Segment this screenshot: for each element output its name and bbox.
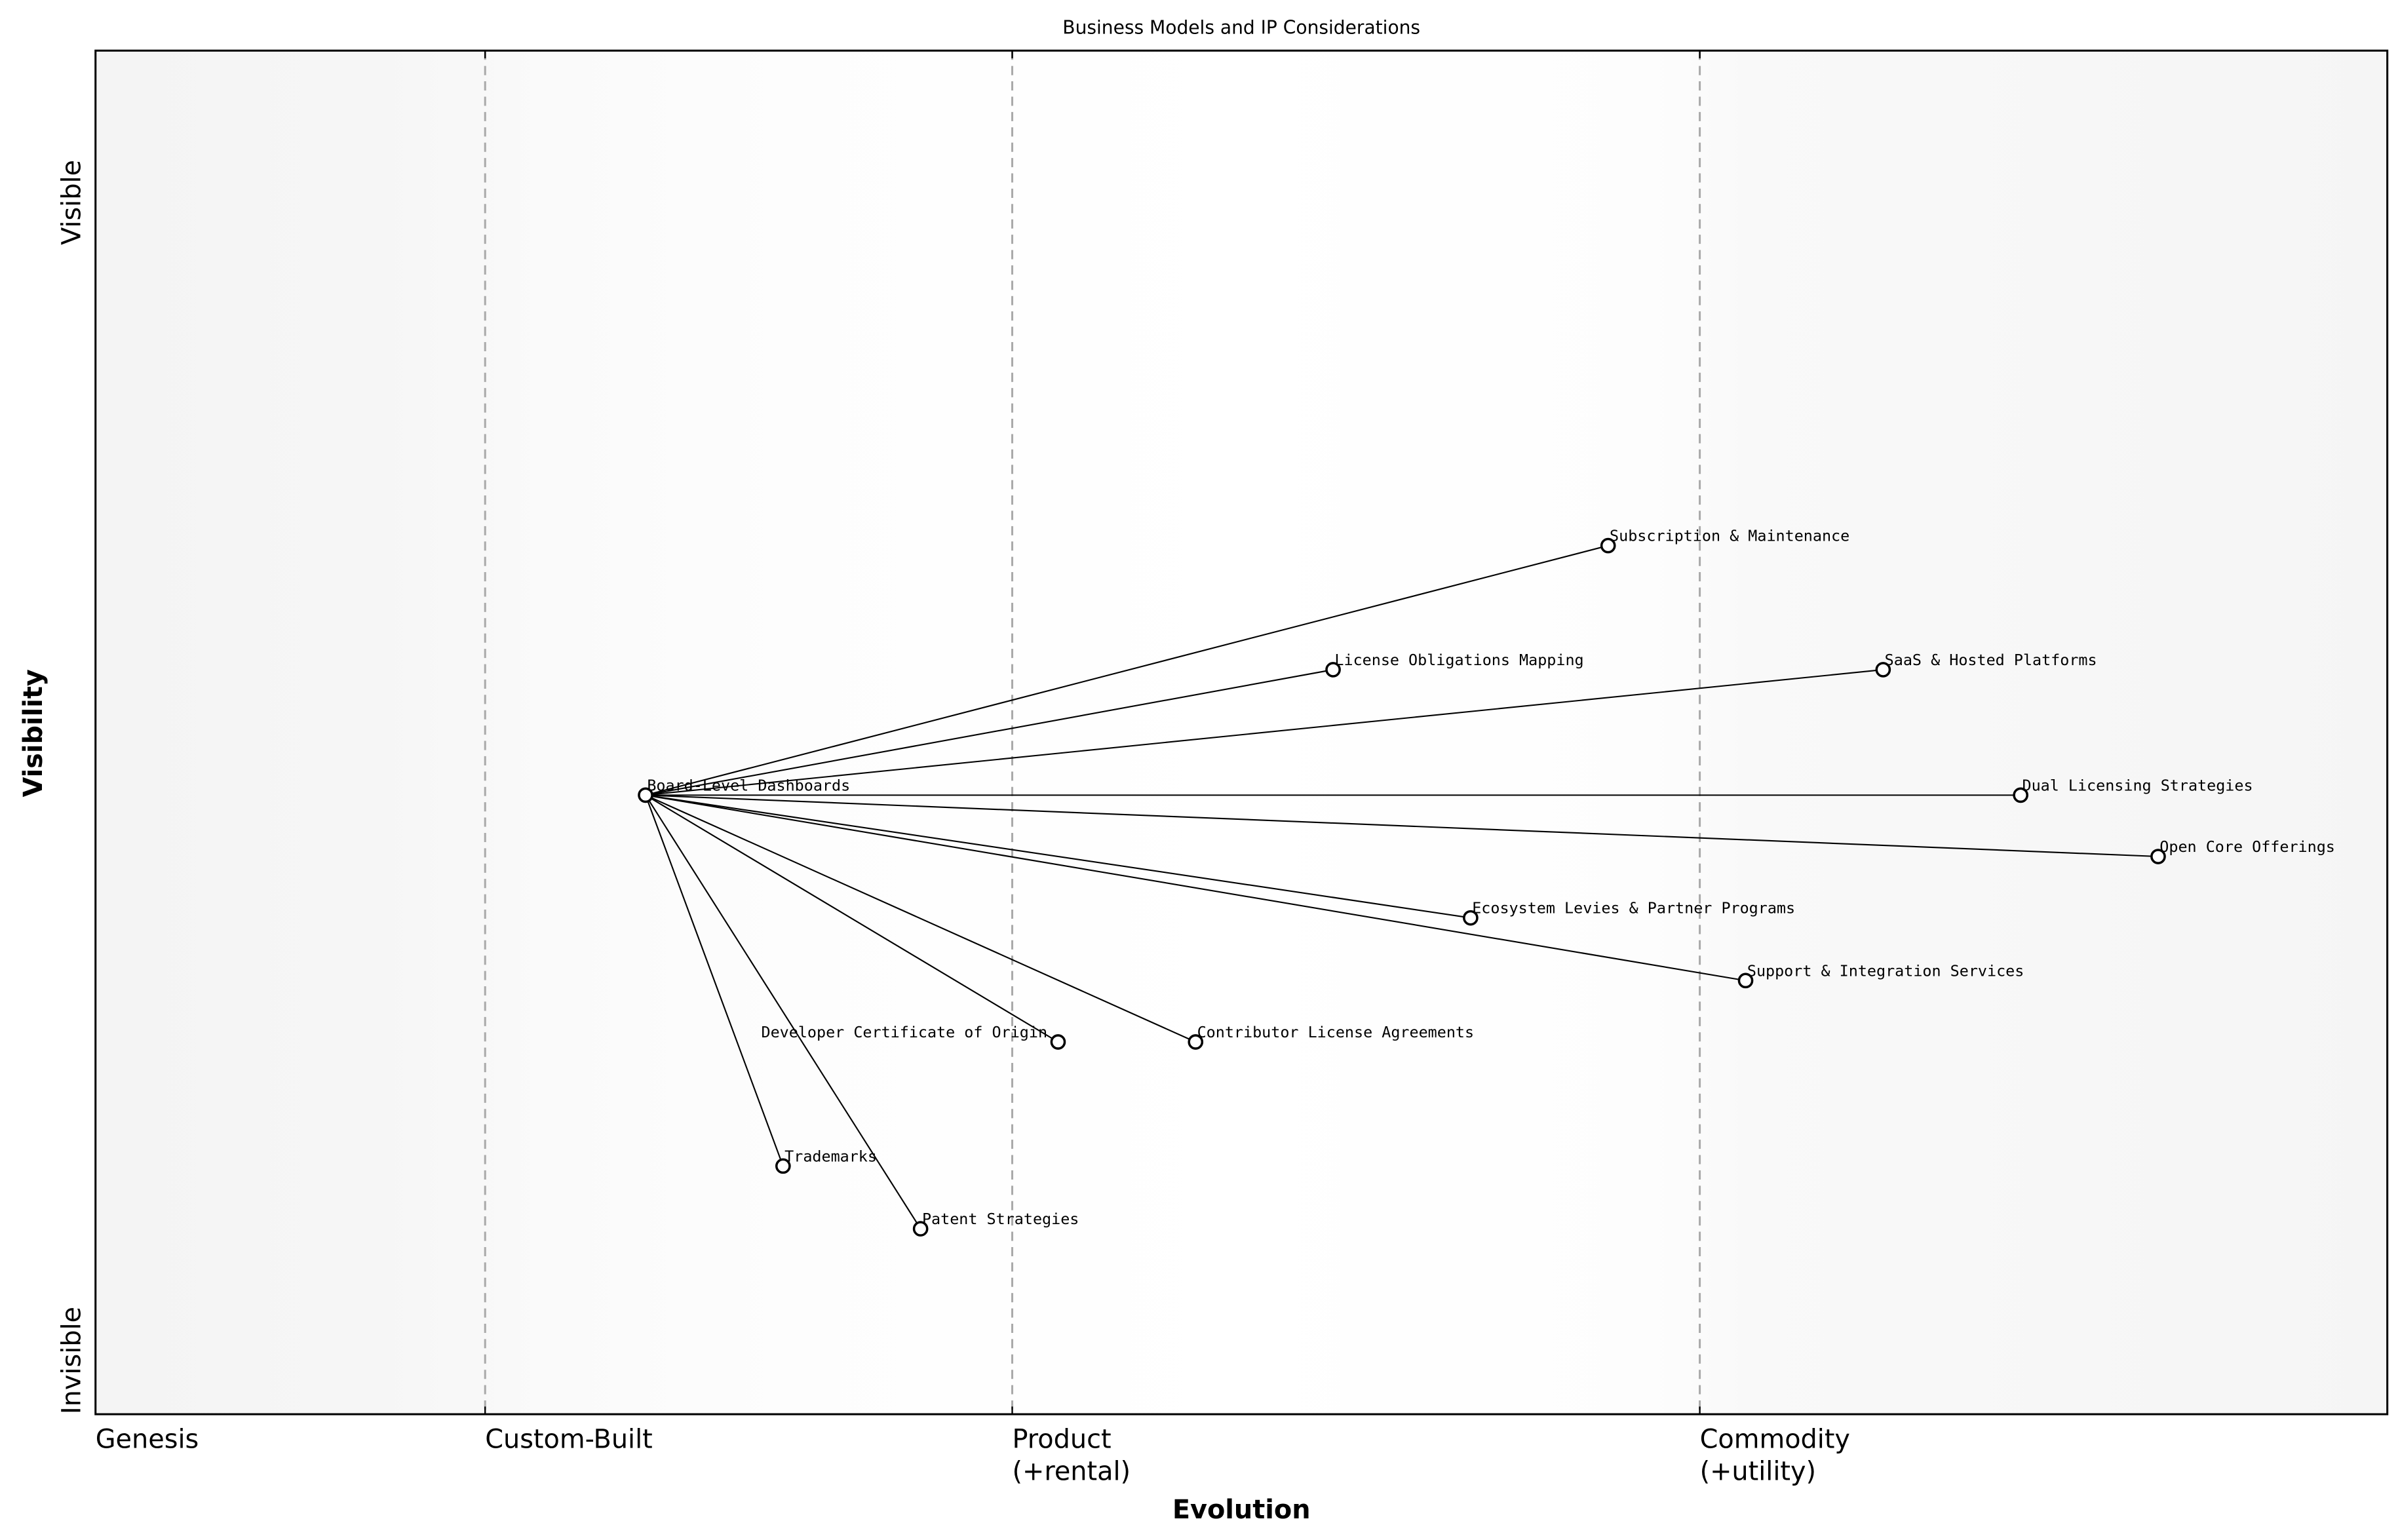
component-marker[interactable] <box>2013 787 2028 803</box>
component-node[interactable]: Patent Strategies <box>912 1210 1079 1237</box>
map-title: Business Models and IP Considerations <box>1062 16 1420 38</box>
component-node[interactable]: Contributor License Agreements <box>1188 1023 1474 1050</box>
component-node[interactable]: Developer Certificate of Origin <box>761 1023 1066 1050</box>
y-tick-visible: Visible <box>56 160 87 245</box>
dependency-link <box>645 794 2159 858</box>
component-marker[interactable] <box>1463 910 1479 926</box>
component-marker[interactable] <box>2150 849 2166 864</box>
y-tick-invisible: Invisible <box>56 1307 87 1414</box>
component-label: Subscription & Maintenance <box>1610 527 1849 545</box>
plot-frame <box>94 49 2389 1415</box>
component-label: Developer Certificate of Origin <box>761 1023 1047 1041</box>
stage-label: Genesis <box>96 1425 199 1455</box>
x-axis-title: Evolution <box>1172 1495 1311 1525</box>
dependency-link <box>645 794 1746 982</box>
component-node[interactable]: Support & Integration Services <box>1737 961 2024 989</box>
component-marker[interactable] <box>638 787 653 803</box>
dependency-link <box>645 668 1884 796</box>
component-marker[interactable] <box>1188 1034 1204 1050</box>
component-label: Open Core Offerings <box>2159 837 2335 856</box>
plot-area <box>95 50 2388 1415</box>
component-node[interactable]: Subscription & Maintenance <box>1600 527 1850 554</box>
component-label: Support & Integration Services <box>1747 961 2024 980</box>
stage-label: Custom-Built <box>485 1425 653 1455</box>
stage-label: Product (+rental) <box>1013 1425 1131 1487</box>
component-marker[interactable] <box>1325 662 1341 678</box>
dependency-link <box>645 794 1471 919</box>
component-marker[interactable] <box>775 1158 791 1174</box>
component-node[interactable]: Trademarks <box>775 1147 877 1174</box>
dependency-link <box>645 795 784 1166</box>
component-marker[interactable] <box>912 1221 929 1237</box>
component-marker[interactable] <box>1875 662 1891 678</box>
component-node[interactable]: License Obligations Mapping <box>1325 651 1584 678</box>
component-node[interactable]: SaaS & Hosted Platforms <box>1875 651 2097 678</box>
dependency-link <box>645 794 1058 1043</box>
dependency-link <box>645 545 1608 796</box>
component-label: Board-Level Dashboards <box>647 776 850 794</box>
component-label: Trademarks <box>784 1147 877 1165</box>
dependency-link <box>645 668 1334 796</box>
component-label: Dual Licensing Strategies <box>2022 776 2253 794</box>
component-marker[interactable] <box>1737 972 1754 989</box>
component-node[interactable]: Board-Level Dashboards <box>638 776 850 803</box>
component-label: License Obligations Mapping <box>1334 651 1583 669</box>
component-label: SaaS & Hosted Platforms <box>1885 651 2097 669</box>
component-node[interactable]: Ecosystem Levies & Partner Programs <box>1463 899 1795 926</box>
component-label: Contributor License Agreements <box>1197 1023 1474 1041</box>
component-node[interactable]: Open Core Offerings <box>2150 837 2335 864</box>
dependency-link <box>645 794 921 1229</box>
y-axis-title: Visibility <box>18 669 48 797</box>
component-marker[interactable] <box>1600 537 1616 554</box>
component-label: Patent Strategies <box>922 1210 1079 1228</box>
stage-label: Commodity (+utility) <box>1700 1425 1850 1487</box>
component-marker[interactable] <box>1050 1034 1066 1050</box>
dependency-link <box>645 794 1196 1043</box>
component-label: Ecosystem Levies & Partner Programs <box>1472 899 1795 917</box>
component-node[interactable]: Dual Licensing Strategies <box>2013 776 2253 803</box>
